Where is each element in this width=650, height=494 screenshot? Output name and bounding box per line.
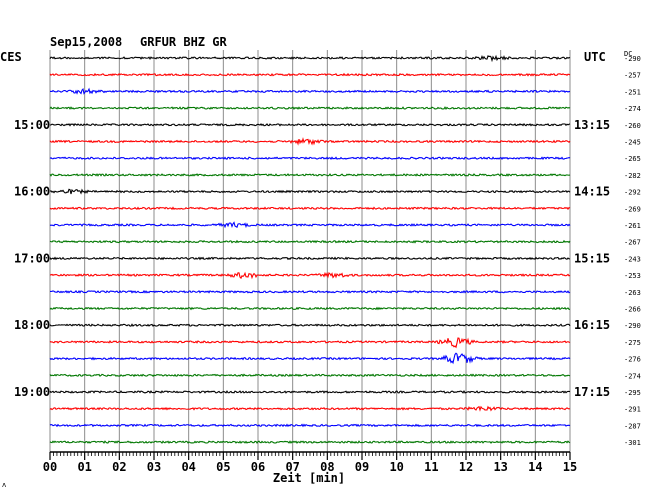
trace-line: [49, 390, 571, 394]
left-timezone-label: CES: [0, 50, 22, 64]
x-axis: 00 01 02 03 04 05 06 07 08 09 10 11 12 13 14 15: [43, 451, 577, 474]
dc-offset-label: -267: [624, 239, 641, 247]
dc-offset-label: -292: [624, 189, 641, 197]
trace-line: [49, 72, 571, 77]
trace-line: [49, 87, 571, 95]
trace-line: [49, 337, 571, 349]
dc-offset-label: -295: [624, 389, 641, 397]
x-tick-label: 02: [112, 460, 126, 474]
x-axis-title: Zeit [min]: [273, 471, 345, 485]
dc-offset-label: -260: [624, 122, 641, 130]
trace-line: [49, 306, 571, 311]
x-tick-label: 04: [181, 460, 195, 474]
x-tick-label: 13: [493, 460, 507, 474]
corner-mark: ʌ: [2, 481, 6, 489]
minute-grid: [49, 50, 571, 452]
dc-offset-label: -287: [624, 422, 641, 430]
dc-offset-label: -290: [624, 55, 641, 63]
left-time-label: 16:00: [14, 185, 50, 199]
left-time-label: 18:00: [14, 318, 50, 332]
right-timezone-label: UTC: [584, 50, 606, 64]
dc-offset-label: -274: [624, 105, 641, 113]
trace-line: [49, 173, 571, 177]
chart-station: GRFUR BHZ GR: [140, 35, 227, 49]
time-label-group: 15:00 16:00 17:00 18:00 19:00 13:15 14:15 15:15…: [14, 55, 641, 447]
dc-offset-label: -263: [624, 289, 641, 297]
trace-line: [49, 440, 571, 444]
dc-offset-label: -275: [624, 339, 641, 347]
x-tick-label: 12: [459, 460, 473, 474]
dc-offset-label: -276: [624, 356, 641, 364]
x-tick-label: 11: [424, 460, 438, 474]
trace-line: [49, 188, 571, 195]
trace-line: [49, 323, 571, 328]
x-tick-label: 09: [355, 460, 369, 474]
trace-line: [49, 221, 571, 229]
dc-offset-label: -261: [624, 222, 641, 230]
right-time-label: 14:15: [574, 185, 610, 199]
x-tick-label: 15: [563, 460, 577, 474]
trace-line: [49, 373, 571, 378]
dc-offset-label: -290: [624, 322, 641, 330]
right-time-label: 15:15: [574, 251, 610, 265]
dc-offset-label: -291: [624, 406, 641, 414]
trace-line: [49, 106, 571, 110]
trace-line: [49, 352, 571, 365]
trace-line: [49, 423, 571, 428]
x-tick-label: 06: [251, 460, 265, 474]
x-tick-label: 01: [77, 460, 91, 474]
left-time-label: 17:00: [14, 251, 50, 265]
x-tick-label: 03: [147, 460, 161, 474]
x-tick-label: 08: [320, 460, 334, 474]
dc-header-label: DC: [624, 50, 632, 58]
trace-line: [49, 156, 571, 161]
x-tick-label: 07: [285, 460, 299, 474]
trace-line: [49, 206, 571, 211]
trace-line: [49, 289, 571, 294]
dc-offset-label: -243: [624, 255, 641, 263]
trace-line: [49, 239, 571, 244]
dc-offset-label: -257: [624, 72, 641, 80]
trace-line: [49, 405, 571, 412]
x-tick-label: 00: [43, 460, 57, 474]
right-time-label: 13:15: [574, 118, 610, 132]
trace-line: [49, 271, 571, 280]
x-tick-label: 14: [528, 460, 542, 474]
dc-offset-label: -253: [624, 272, 641, 280]
dc-offset-label: -301: [624, 439, 641, 447]
right-time-label: 17:15: [574, 385, 610, 399]
chart-date: Sep15,2008: [50, 35, 122, 49]
x-tick-label: 10: [389, 460, 403, 474]
trace-line: [49, 137, 571, 146]
x-tick-label: 05: [216, 460, 230, 474]
trace-line: [49, 54, 571, 63]
trace-line: [49, 122, 571, 127]
trace-group: [49, 54, 571, 444]
dc-offset-label: -274: [624, 372, 641, 380]
left-time-label: 15:00: [14, 118, 50, 132]
trace-line: [49, 256, 571, 261]
dc-offset-label: -269: [624, 205, 641, 213]
dc-offset-label: -266: [624, 306, 641, 314]
dc-offset-label: -282: [624, 172, 641, 180]
dc-offset-label: -265: [624, 155, 641, 163]
dc-offset-label: -245: [624, 139, 641, 147]
dc-offset-label: -251: [624, 88, 641, 96]
right-time-label: 16:15: [574, 318, 610, 332]
left-time-label: 19:00: [14, 385, 50, 399]
